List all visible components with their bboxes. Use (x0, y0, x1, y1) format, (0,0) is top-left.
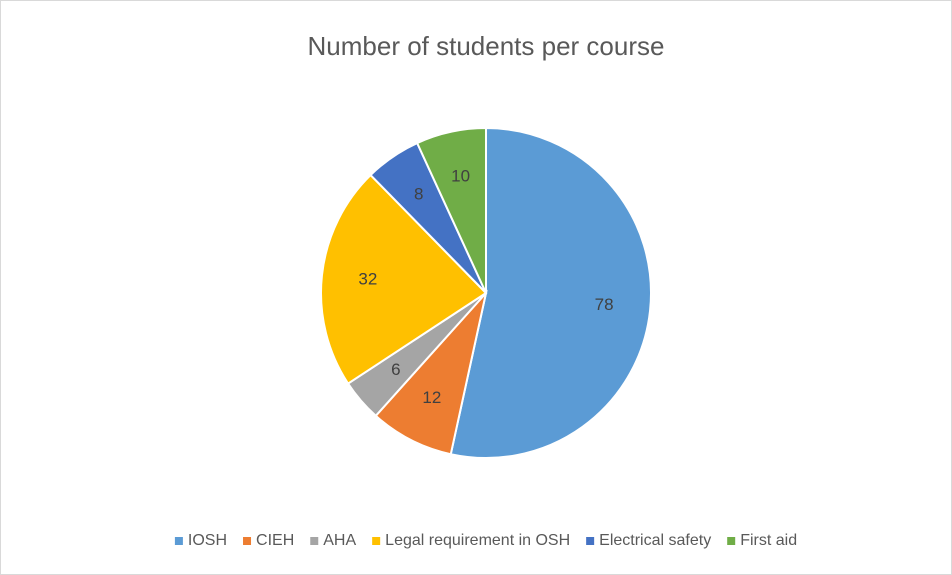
legend-label: First aid (740, 532, 797, 549)
legend-label: CIEH (256, 532, 294, 549)
legend-label: AHA (323, 532, 356, 549)
data-label: 78 (595, 295, 614, 314)
legend-label: Electrical safety (599, 532, 711, 549)
data-label: 8 (414, 185, 423, 204)
legend-swatch (174, 537, 183, 545)
data-label: 6 (391, 360, 400, 379)
legend-label: IOSH (188, 532, 227, 549)
legend-swatch (372, 537, 381, 545)
legend-swatch (310, 537, 319, 545)
data-label: 10 (451, 166, 470, 185)
legend: IOSH CIEH AHA Legal requirement in OSH Elect… (174, 532, 797, 549)
pie-slice (415, 126, 487, 294)
pie-slice (320, 173, 488, 385)
pie-slice (449, 126, 652, 459)
chart-title: Number of students per course (308, 31, 665, 61)
data-label: 32 (358, 270, 377, 289)
data-label: 12 (422, 388, 441, 407)
legend-swatch (586, 537, 595, 545)
legend-swatch (243, 537, 252, 545)
legend-swatch (727, 537, 736, 545)
legend-label: Legal requirement in OSH (385, 532, 570, 549)
